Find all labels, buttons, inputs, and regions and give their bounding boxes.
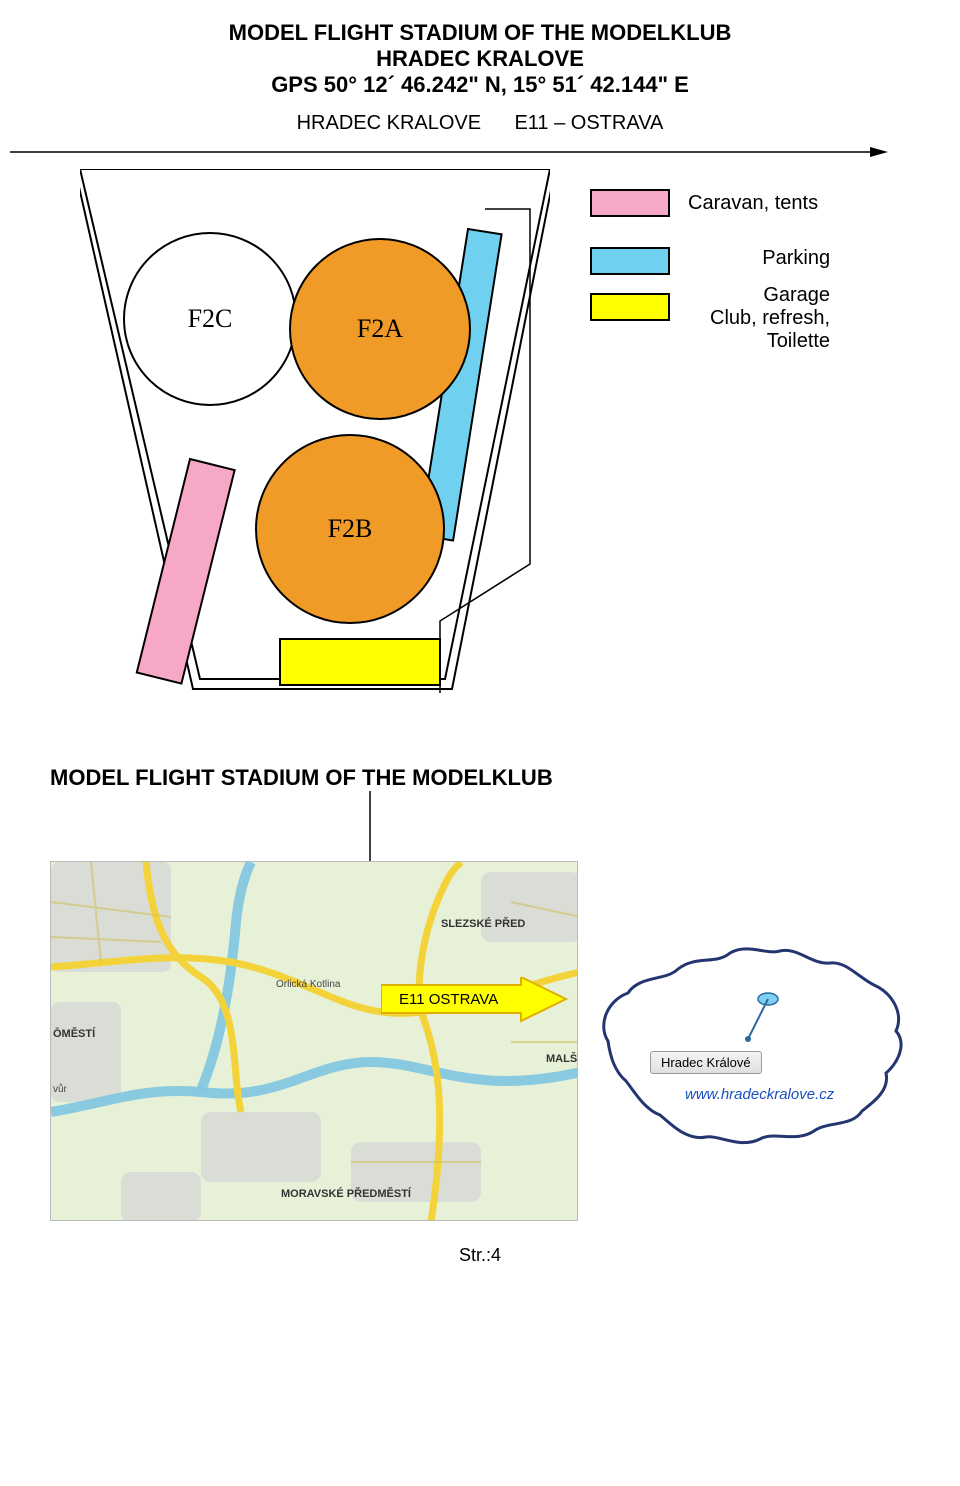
swatch-caravan xyxy=(590,189,670,217)
subheader-left: HRADEC KRALOVE xyxy=(297,112,482,134)
svg-text:F2A: F2A xyxy=(357,314,403,343)
road-arrow xyxy=(10,145,890,159)
map-label-vur: vůr xyxy=(53,1083,68,1095)
map-label-slezske: SLEZSKÉ PŘED xyxy=(441,917,525,930)
subheader: HRADEC KRALOVE E11 – OSTRAVA xyxy=(50,112,910,135)
subheader-right: E11 – OSTRAVA xyxy=(514,112,663,134)
title-line-1: MODEL FLIGHT STADIUM OF THE MODELKLUB xyxy=(50,20,910,46)
czech-map: Hradec Králové www.hradeckralove.cz xyxy=(590,931,910,1191)
e11-callout-label: E11 OSTRAVA xyxy=(399,991,498,1008)
legend-garage-l1: Garage xyxy=(710,284,830,307)
section2-title: MODEL FLIGHT STADIUM OF THE MODELKLUB xyxy=(50,765,910,791)
legend: Caravan, tents Parking Garage Club, refr… xyxy=(590,189,830,353)
e11-callout: E11 OSTRAVA xyxy=(381,977,571,1032)
legend-caravan: Caravan, tents xyxy=(590,189,830,217)
pointer-line xyxy=(100,791,700,871)
cz-city-label: Hradec Králové xyxy=(650,1051,762,1074)
legend-garage-l3: Toilette xyxy=(710,330,830,353)
swatch-parking xyxy=(590,247,670,275)
stadium-diagram: F2C F2A F2B xyxy=(80,169,550,729)
title-gps: GPS 50° 12´ 46.242" N, 15° 51´ 42.144" E xyxy=(50,72,910,98)
swatch-garage xyxy=(590,293,670,321)
page-footer: Str.:4 xyxy=(50,1245,910,1266)
title-line-2: HRADEC KRALOVE xyxy=(50,46,910,72)
map-label-moravske: MORAVSKÉ PŘEDMĚSTÍ xyxy=(281,1187,412,1200)
legend-garage-l2: Club, refresh, xyxy=(710,307,830,330)
map-label-mesti: ŌMĚSTÍ xyxy=(53,1027,96,1040)
svg-text:F2C: F2C xyxy=(188,304,233,333)
legend-parking-label: Parking xyxy=(710,247,830,270)
map-label-orlicka: Orlická Kotlina xyxy=(276,979,341,990)
legend-parking-group: Parking Garage Club, refresh, Toilette xyxy=(590,247,830,353)
cz-url: www.hradeckralove.cz xyxy=(685,1086,834,1103)
map-label-mals: MALŠ xyxy=(546,1052,577,1065)
legend-caravan-label: Caravan, tents xyxy=(688,192,818,215)
page-header: MODEL FLIGHT STADIUM OF THE MODELKLUB HR… xyxy=(50,20,910,98)
svg-text:F2B: F2B xyxy=(328,514,373,543)
city-map: SLEZSKÉ PŘED Orlická Kotlina MORAVSKÉ PŘ… xyxy=(50,861,578,1221)
